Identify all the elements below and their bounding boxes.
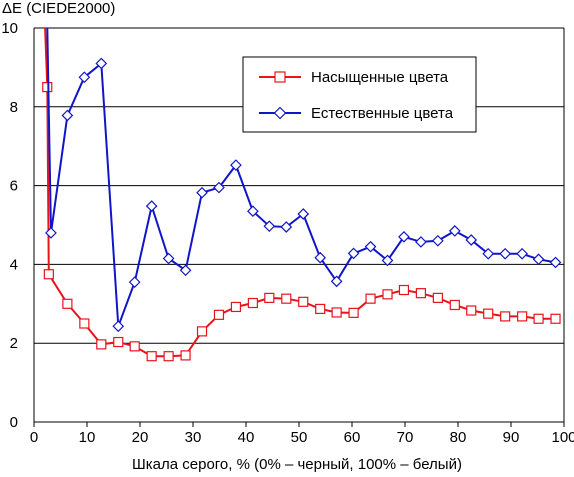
data-point bbox=[364, 240, 377, 253]
data-point bbox=[550, 313, 561, 324]
data-point bbox=[179, 264, 192, 277]
data-point bbox=[263, 220, 276, 233]
data-point bbox=[533, 313, 544, 324]
data-point bbox=[499, 247, 512, 260]
legend-label-saturated: Насыщенные цвета bbox=[311, 69, 449, 86]
data-point bbox=[42, 81, 53, 93]
x-tick-label: 70 bbox=[397, 429, 414, 446]
data-point bbox=[62, 298, 73, 309]
y-tick-label: 4 bbox=[10, 256, 18, 273]
data-point bbox=[449, 299, 460, 311]
data-point bbox=[549, 256, 562, 269]
legend-entry-natural: Естественные цвета bbox=[259, 105, 454, 122]
x-tick-label: 50 bbox=[291, 429, 308, 446]
data-point bbox=[466, 305, 477, 316]
data-point bbox=[465, 234, 478, 246]
data-point bbox=[398, 230, 410, 243]
data-point bbox=[281, 293, 292, 304]
x-tick-label: 10 bbox=[79, 429, 96, 446]
data-point bbox=[79, 318, 90, 329]
data-point bbox=[298, 296, 309, 307]
x-tick-label: 60 bbox=[344, 429, 361, 446]
data-point bbox=[163, 351, 174, 362]
data-point bbox=[196, 186, 208, 199]
data-point bbox=[365, 293, 376, 304]
series-natural bbox=[45, 28, 562, 333]
data-point bbox=[230, 159, 242, 171]
data-point bbox=[247, 297, 258, 309]
data-point bbox=[129, 341, 140, 352]
data-point bbox=[516, 247, 528, 260]
legend-box bbox=[242, 56, 477, 133]
data-point bbox=[382, 289, 393, 300]
y-tick-label: 2 bbox=[10, 335, 18, 352]
data-point bbox=[113, 336, 124, 348]
data-point bbox=[95, 57, 108, 70]
data-point bbox=[432, 234, 444, 247]
data-point bbox=[162, 252, 175, 265]
data-point bbox=[398, 284, 410, 296]
y-axis-label: ΔE (CIEDE2000) bbox=[2, 0, 115, 17]
data-point bbox=[146, 351, 157, 362]
y-tick-label: 8 bbox=[10, 99, 18, 116]
series bbox=[42, 28, 562, 362]
data-point bbox=[247, 205, 259, 218]
legend-marker-natural bbox=[273, 106, 287, 120]
data-point bbox=[61, 109, 74, 122]
x-tick-label: 90 bbox=[503, 429, 520, 446]
data-point bbox=[96, 339, 107, 350]
data-point bbox=[517, 311, 528, 322]
y-tick-label: 6 bbox=[10, 178, 18, 195]
series-saturated bbox=[42, 28, 561, 362]
legend-entry-saturated: Насыщенные цвета bbox=[259, 69, 449, 86]
data-point bbox=[297, 208, 310, 220]
data-point bbox=[448, 225, 461, 237]
data-point bbox=[348, 307, 359, 318]
data-point bbox=[432, 292, 443, 303]
x-tick-label: 40 bbox=[238, 429, 255, 446]
data-point bbox=[213, 309, 225, 320]
data-point bbox=[264, 292, 275, 303]
data-point bbox=[483, 308, 494, 319]
data-point bbox=[145, 200, 158, 212]
x-tick-label: 20 bbox=[132, 429, 149, 446]
y-tick-label: 0 bbox=[10, 414, 18, 431]
data-point bbox=[45, 227, 57, 239]
data-point bbox=[381, 254, 394, 267]
x-axis-label: Шкала серого, % (0% – черный, 100% – бел… bbox=[132, 456, 462, 472]
legend: Насыщенные цвета Естественные цвета bbox=[242, 56, 477, 133]
data-point bbox=[532, 253, 545, 266]
data-point bbox=[230, 301, 242, 313]
data-point bbox=[331, 307, 342, 318]
data-point bbox=[482, 247, 495, 260]
legend-marker-saturated bbox=[274, 71, 286, 83]
data-point bbox=[196, 326, 208, 337]
data-point bbox=[128, 276, 141, 288]
x-tick-label: 30 bbox=[185, 429, 202, 446]
data-point bbox=[315, 303, 326, 315]
x-tick-label: 80 bbox=[450, 429, 467, 446]
x-tick-label: 0 bbox=[30, 429, 38, 446]
data-point bbox=[415, 236, 427, 248]
data-point bbox=[347, 247, 360, 260]
data-point bbox=[78, 71, 91, 84]
data-point bbox=[500, 311, 511, 322]
data-point bbox=[314, 251, 327, 264]
data-point bbox=[415, 288, 426, 299]
legend-label-natural: Естественные цвета bbox=[311, 105, 454, 122]
data-point bbox=[280, 221, 293, 233]
data-point bbox=[330, 275, 343, 288]
y-tick-label: 10 bbox=[1, 20, 18, 37]
data-point bbox=[43, 269, 54, 280]
x-tick-label: 100 bbox=[551, 429, 574, 446]
data-point bbox=[112, 320, 125, 333]
data-point bbox=[213, 181, 225, 194]
data-point bbox=[180, 350, 191, 361]
